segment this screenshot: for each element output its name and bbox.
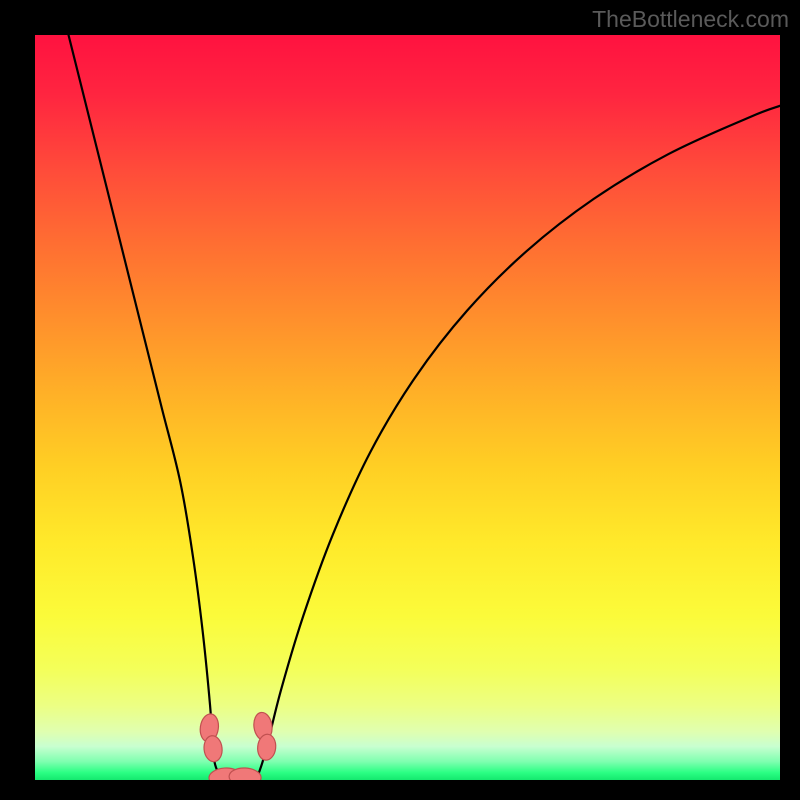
marker-group xyxy=(198,711,277,780)
curve-right-branch xyxy=(259,106,781,774)
bottleneck-chart: TheBottleneck.com xyxy=(0,0,800,800)
curve-left-branch xyxy=(69,35,219,774)
marker-1 xyxy=(203,735,224,763)
watermark-text: TheBottleneck.com xyxy=(592,6,789,33)
curve-layer xyxy=(35,35,780,780)
plot-area xyxy=(35,35,780,780)
